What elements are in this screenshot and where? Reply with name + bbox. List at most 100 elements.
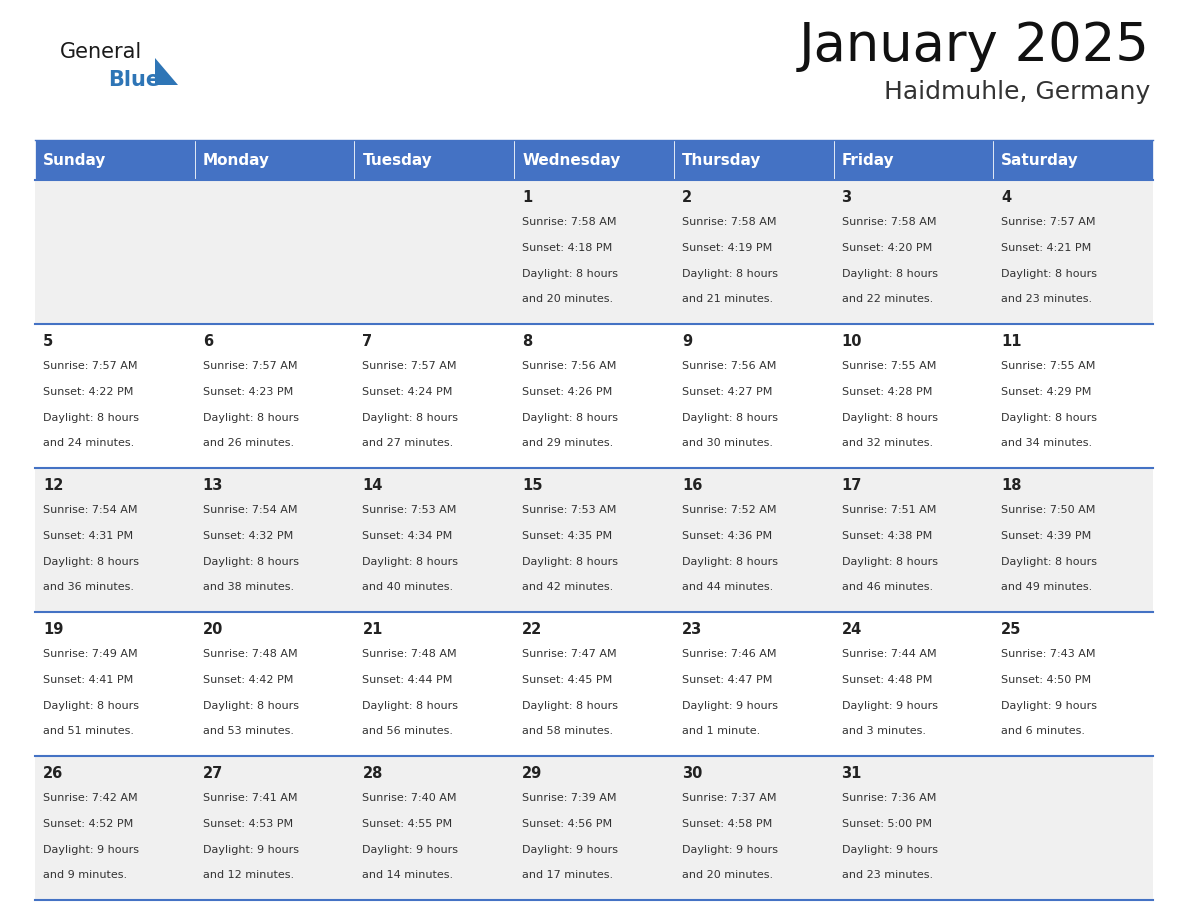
- Text: 30: 30: [682, 767, 702, 781]
- Text: Wednesday: Wednesday: [523, 152, 620, 167]
- Text: 27: 27: [203, 767, 223, 781]
- Text: Sunset: 4:35 PM: Sunset: 4:35 PM: [523, 532, 612, 541]
- Text: Sunset: 4:21 PM: Sunset: 4:21 PM: [1001, 243, 1092, 253]
- Text: Sunrise: 7:40 AM: Sunrise: 7:40 AM: [362, 793, 457, 803]
- Text: Sunrise: 7:53 AM: Sunrise: 7:53 AM: [523, 506, 617, 515]
- Text: Daylight: 9 hours: Daylight: 9 hours: [682, 845, 778, 855]
- Text: and 23 minutes.: and 23 minutes.: [841, 870, 933, 880]
- Text: Sunset: 4:58 PM: Sunset: 4:58 PM: [682, 819, 772, 829]
- Bar: [354, 324, 514, 468]
- Text: January 2025: January 2025: [800, 20, 1150, 72]
- Text: Sunset: 4:41 PM: Sunset: 4:41 PM: [43, 675, 133, 685]
- Text: Sunrise: 7:56 AM: Sunrise: 7:56 AM: [523, 362, 617, 372]
- Text: Sunrise: 7:57 AM: Sunrise: 7:57 AM: [43, 362, 138, 372]
- Text: Daylight: 8 hours: Daylight: 8 hours: [682, 269, 778, 279]
- Text: Daylight: 8 hours: Daylight: 8 hours: [1001, 269, 1098, 279]
- Bar: [195, 140, 354, 180]
- Text: 16: 16: [682, 478, 702, 493]
- Text: Sunrise: 7:58 AM: Sunrise: 7:58 AM: [682, 218, 776, 228]
- Text: and 42 minutes.: and 42 minutes.: [523, 582, 613, 592]
- Bar: [354, 468, 514, 612]
- Bar: [993, 468, 1154, 612]
- Text: Blue: Blue: [108, 70, 160, 90]
- Text: and 34 minutes.: and 34 minutes.: [1001, 438, 1093, 448]
- Text: and 36 minutes.: and 36 minutes.: [43, 582, 134, 592]
- Polygon shape: [154, 58, 178, 85]
- Text: Sunset: 4:45 PM: Sunset: 4:45 PM: [523, 675, 612, 685]
- Bar: [834, 180, 993, 324]
- Text: Sunset: 4:28 PM: Sunset: 4:28 PM: [841, 387, 931, 397]
- Text: Sunrise: 7:39 AM: Sunrise: 7:39 AM: [523, 793, 617, 803]
- Text: 5: 5: [43, 334, 53, 349]
- Text: Sunset: 4:29 PM: Sunset: 4:29 PM: [1001, 387, 1092, 397]
- Text: Daylight: 8 hours: Daylight: 8 hours: [362, 700, 459, 711]
- Text: Sunset: 4:48 PM: Sunset: 4:48 PM: [841, 675, 931, 685]
- Bar: [354, 612, 514, 756]
- Text: Daylight: 8 hours: Daylight: 8 hours: [682, 413, 778, 422]
- Text: Sunrise: 7:56 AM: Sunrise: 7:56 AM: [682, 362, 776, 372]
- Text: Sunset: 4:19 PM: Sunset: 4:19 PM: [682, 243, 772, 253]
- Bar: [195, 756, 354, 900]
- Bar: [195, 180, 354, 324]
- Text: 31: 31: [841, 767, 862, 781]
- Text: Sunrise: 7:57 AM: Sunrise: 7:57 AM: [1001, 218, 1095, 228]
- Text: Sunset: 4:52 PM: Sunset: 4:52 PM: [43, 819, 133, 829]
- Text: and 6 minutes.: and 6 minutes.: [1001, 726, 1086, 736]
- Bar: [674, 140, 834, 180]
- Text: 12: 12: [43, 478, 63, 493]
- Bar: [834, 612, 993, 756]
- Bar: [354, 140, 514, 180]
- Text: Daylight: 8 hours: Daylight: 8 hours: [362, 413, 459, 422]
- Text: Sunset: 4:27 PM: Sunset: 4:27 PM: [682, 387, 772, 397]
- Text: 7: 7: [362, 334, 373, 349]
- Text: 4: 4: [1001, 190, 1011, 205]
- Bar: [993, 324, 1154, 468]
- Bar: [354, 756, 514, 900]
- Text: Sunset: 4:18 PM: Sunset: 4:18 PM: [523, 243, 612, 253]
- Text: Monday: Monday: [203, 152, 270, 167]
- Text: and 58 minutes.: and 58 minutes.: [523, 726, 613, 736]
- Text: and 14 minutes.: and 14 minutes.: [362, 870, 454, 880]
- Text: Sunset: 4:42 PM: Sunset: 4:42 PM: [203, 675, 293, 685]
- Bar: [514, 612, 674, 756]
- Text: Sunrise: 7:51 AM: Sunrise: 7:51 AM: [841, 506, 936, 515]
- Text: and 3 minutes.: and 3 minutes.: [841, 726, 925, 736]
- Text: Sunday: Sunday: [43, 152, 107, 167]
- Bar: [34, 324, 195, 468]
- Text: Sunrise: 7:58 AM: Sunrise: 7:58 AM: [523, 218, 617, 228]
- Text: Sunrise: 7:57 AM: Sunrise: 7:57 AM: [203, 362, 297, 372]
- Text: Daylight: 9 hours: Daylight: 9 hours: [1001, 700, 1098, 711]
- Bar: [34, 612, 195, 756]
- Text: Sunset: 4:31 PM: Sunset: 4:31 PM: [43, 532, 133, 541]
- Text: 2: 2: [682, 190, 691, 205]
- Text: Friday: Friday: [841, 152, 895, 167]
- Bar: [34, 756, 195, 900]
- Text: Sunrise: 7:48 AM: Sunrise: 7:48 AM: [203, 649, 297, 659]
- Bar: [514, 180, 674, 324]
- Bar: [674, 612, 834, 756]
- Text: Sunset: 4:53 PM: Sunset: 4:53 PM: [203, 819, 292, 829]
- Text: and 53 minutes.: and 53 minutes.: [203, 726, 293, 736]
- Text: 18: 18: [1001, 478, 1022, 493]
- Text: and 17 minutes.: and 17 minutes.: [523, 870, 613, 880]
- Text: Daylight: 8 hours: Daylight: 8 hours: [203, 413, 298, 422]
- Text: and 40 minutes.: and 40 minutes.: [362, 582, 454, 592]
- Text: 8: 8: [523, 334, 532, 349]
- Text: 24: 24: [841, 622, 861, 637]
- Text: 10: 10: [841, 334, 862, 349]
- Text: 9: 9: [682, 334, 691, 349]
- Text: Daylight: 8 hours: Daylight: 8 hours: [523, 413, 618, 422]
- Text: 11: 11: [1001, 334, 1022, 349]
- Text: and 20 minutes.: and 20 minutes.: [523, 295, 613, 305]
- Text: and 12 minutes.: and 12 minutes.: [203, 870, 293, 880]
- Text: Daylight: 9 hours: Daylight: 9 hours: [841, 700, 937, 711]
- Text: Daylight: 8 hours: Daylight: 8 hours: [841, 269, 937, 279]
- Text: Daylight: 9 hours: Daylight: 9 hours: [523, 845, 618, 855]
- Text: Sunrise: 7:48 AM: Sunrise: 7:48 AM: [362, 649, 457, 659]
- Text: and 20 minutes.: and 20 minutes.: [682, 870, 773, 880]
- Text: Sunrise: 7:47 AM: Sunrise: 7:47 AM: [523, 649, 617, 659]
- Text: Sunrise: 7:42 AM: Sunrise: 7:42 AM: [43, 793, 138, 803]
- Text: and 21 minutes.: and 21 minutes.: [682, 295, 773, 305]
- Text: Sunrise: 7:55 AM: Sunrise: 7:55 AM: [841, 362, 936, 372]
- Text: and 9 minutes.: and 9 minutes.: [43, 870, 127, 880]
